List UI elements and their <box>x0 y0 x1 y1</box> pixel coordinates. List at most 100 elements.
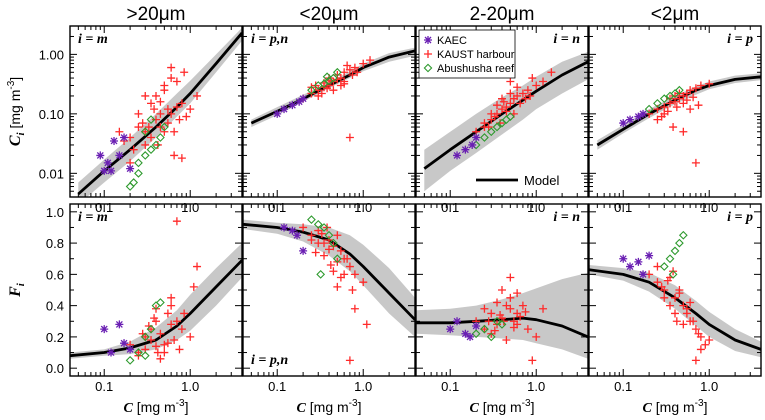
p10-kaec-point <box>120 339 129 348</box>
p10-abushusha-point <box>146 324 156 334</box>
p01-kaust-point <box>329 86 338 95</box>
p10-x-tick-label: 1.0 <box>181 379 199 394</box>
p03-x-tick-label: 1.0 <box>700 200 718 215</box>
p11-kaec-point <box>288 226 297 235</box>
p01-abushusha-point <box>307 85 316 95</box>
p01-kaec-point <box>280 105 289 114</box>
p13-kaust-point <box>694 329 703 338</box>
p13-abushusha-point <box>675 238 684 248</box>
p00-y-axis-label: Ci [mg m-3] <box>6 77 27 146</box>
p01-kaec-point <box>288 101 297 110</box>
p00-kaust-series <box>115 63 202 167</box>
p10-abushusha-point <box>134 348 143 357</box>
p00-y-tick-label: 0.10 <box>39 107 64 122</box>
p01-kaust-point <box>345 65 354 74</box>
p13-kaust-point <box>689 317 698 326</box>
p13-kaust-point <box>657 282 666 291</box>
p01-kaec-point <box>299 94 308 103</box>
p11-kaust-point <box>343 254 352 263</box>
p02-kaust-point <box>484 123 493 132</box>
p02-abushusha-point <box>492 122 502 132</box>
p03-kaust-series <box>645 79 714 167</box>
p03-kaust-point <box>672 103 681 112</box>
p03-kaust-point <box>691 84 700 93</box>
p12-kaust-point <box>523 325 532 334</box>
p13-abushusha-point <box>678 230 688 240</box>
p12-kaust-point <box>521 307 530 316</box>
p13-kaust-point <box>705 336 714 345</box>
p10-y-tick-label: 0.6 <box>46 267 64 282</box>
p10-kaust-point <box>167 293 176 302</box>
p03-kaust-point <box>696 81 705 90</box>
p10-kaust-point <box>167 301 176 310</box>
p00-kaust-point <box>167 63 176 72</box>
p00-kaust-point <box>172 77 181 86</box>
p11-x-tick-label: 0.1 <box>268 379 286 394</box>
p10-y-tick-label: 0.0 <box>46 361 64 376</box>
p02-title: 2-20μm <box>470 4 535 25</box>
p10-kaec-point <box>100 325 109 334</box>
p03-kaust-point <box>694 101 703 110</box>
p11-kaust-point <box>317 229 326 238</box>
p11-kaust-point <box>362 320 371 329</box>
p13-kaec-point <box>626 262 635 271</box>
p03-kaust-point <box>691 158 700 167</box>
p00-kaust-point <box>160 127 169 136</box>
p00-kaec-point <box>126 164 135 173</box>
p00-kaust-point <box>170 151 179 160</box>
p12-kaec-series <box>446 317 481 341</box>
p02-kaust-point <box>506 89 515 98</box>
p03-kaec-series <box>619 109 648 128</box>
p11-abushusha-point <box>324 230 334 240</box>
legend-marker-asterisk <box>424 36 432 44</box>
p01-kaust-point <box>345 133 354 142</box>
p02-kaust-point <box>498 105 506 114</box>
p01-abushusha-series <box>307 67 342 95</box>
p03-abushusha-point <box>675 85 684 95</box>
p03-kaust-point <box>705 79 714 88</box>
p11-kaust-point <box>329 267 338 276</box>
p00-kaust-point <box>134 109 143 118</box>
p11-kaust-series <box>299 223 371 365</box>
p03-kaust-point <box>671 91 679 100</box>
p00-kaust-point <box>153 140 162 149</box>
p00-kaec-series <box>96 133 135 175</box>
p01-abushusha-point <box>322 72 332 82</box>
p03-x-tick-label: 0.1 <box>614 200 632 215</box>
p10-kaust-point <box>189 282 198 291</box>
p00-kaec-point <box>110 136 119 145</box>
legend-label: Abushusha reef <box>437 63 515 75</box>
p03-model-line <box>596 75 761 147</box>
p00-y-tick-label: 0.01 <box>39 166 64 181</box>
p10-kaec-point <box>126 345 135 354</box>
p00-kaust-point <box>156 97 165 106</box>
p03-abushusha-point <box>644 104 654 114</box>
p10-kaust-point <box>172 217 181 226</box>
p12-abushusha-point <box>471 329 481 339</box>
p03-title: <2μm <box>651 4 699 25</box>
p13-annotation: i = p <box>727 210 753 225</box>
p00-x-tick-label: 1.0 <box>181 200 199 215</box>
p13-abushusha-point <box>670 246 680 256</box>
p00-kaust-point <box>152 115 160 124</box>
p11-kaust-point <box>325 245 333 254</box>
p10-uncertainty-band <box>70 243 242 359</box>
p12-kaust-point <box>518 301 527 310</box>
p02-kaust-point <box>547 68 556 77</box>
p12-kaust-point <box>506 304 515 313</box>
p10-abushusha-point <box>140 332 150 342</box>
p13-kaust-point <box>696 345 705 354</box>
legend-label: KAUST harbour <box>437 49 515 61</box>
p00-kaust-point <box>186 105 195 114</box>
p11-x-axis-label: C [mg m-3] <box>297 398 362 416</box>
p03-kaust-point <box>660 103 669 112</box>
p01-kaec-point <box>273 109 282 118</box>
p00-abushusha-point <box>159 122 169 132</box>
p11-kaust-point <box>307 235 316 244</box>
p12-abushusha-point <box>480 324 489 334</box>
p02-kaust-point <box>480 119 489 128</box>
p10-annotation: i = m <box>78 210 108 225</box>
p00-kaust-point <box>193 91 202 100</box>
p00-kaust-point <box>138 119 147 128</box>
p00-kaust-point <box>141 127 150 136</box>
